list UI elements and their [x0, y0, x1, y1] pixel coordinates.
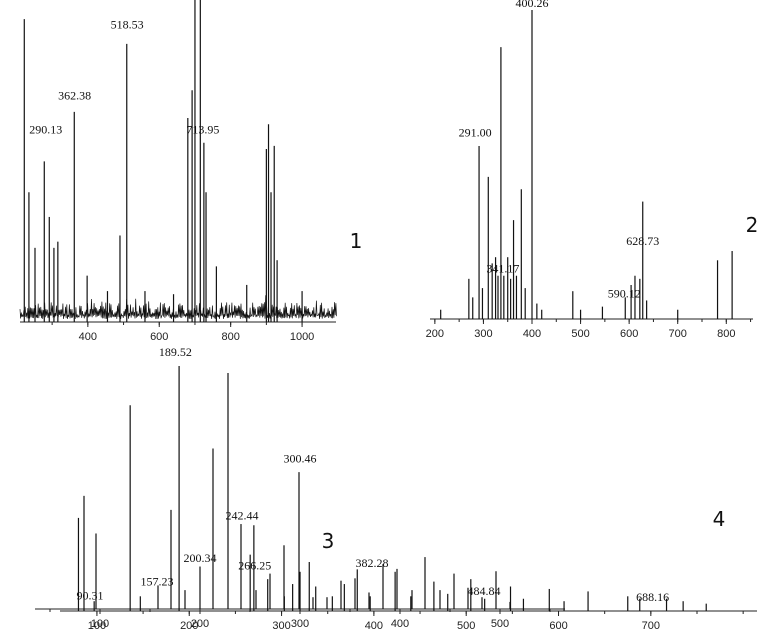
peak-label: 189.52: [159, 345, 192, 359]
spectrum-panel-1: 400 600 800 1000 290.13 362.38 518.53 713.95 1: [19, 0, 363, 343]
x-tick-label: 400: [365, 620, 383, 632]
x-tick-label: 500: [457, 620, 475, 632]
peak-label: 300.46: [284, 452, 317, 466]
x-tick-label: 700: [642, 620, 660, 632]
x-tick-label: 600: [150, 331, 168, 343]
x-tick-label: 800: [717, 328, 735, 340]
peak-label: 362.38: [58, 89, 91, 103]
peak-label: 242.44: [226, 508, 259, 522]
peak-label: 157.23: [141, 574, 174, 588]
x-tick-label: 400: [391, 618, 409, 630]
peak-label: 400.26: [516, 0, 549, 10]
x-tick-label: 800: [221, 331, 239, 343]
panel-number-label: 2: [746, 213, 759, 237]
x-tick-label: 400: [523, 328, 541, 340]
peak-label: 291.00: [459, 126, 492, 140]
peak-label: 688.16: [636, 590, 669, 604]
peak-label: 484.84: [468, 584, 501, 598]
x-tick-label: 300: [272, 620, 290, 632]
x-tick-label: 600: [620, 328, 638, 340]
x-tick-label: 500: [571, 328, 589, 340]
x-tick-label: 200: [180, 620, 198, 632]
x-tick-label: 700: [669, 328, 687, 340]
peak-label: 200.34: [184, 551, 217, 565]
x-tick-label: 1000: [290, 331, 314, 343]
panel-number-label: 4: [713, 507, 726, 531]
peak-label: 266.25: [238, 558, 271, 572]
spectrum-panel-4: 100 200 300 400 500 600 700 189.52 266.25 382.28 6…: [60, 345, 757, 632]
x-tick-label: 100: [88, 620, 106, 632]
x-tick-label: 600: [549, 620, 567, 632]
peak-label: 628.73: [626, 234, 659, 248]
x-tick-label: 300: [291, 618, 309, 630]
x-tick-label: 300: [474, 328, 492, 340]
panel-number-label: 1: [350, 229, 363, 253]
peak-label: 290.13: [29, 123, 62, 137]
peak-label: 713.95: [186, 123, 219, 137]
panel-number-label: 3: [322, 529, 335, 553]
x-tick-label: 200: [191, 618, 209, 630]
x-tick-label: 500: [491, 618, 509, 630]
x-tick-label: 400: [79, 331, 97, 343]
x-tick-label: 200: [426, 328, 444, 340]
peak-label: 590.12: [608, 286, 641, 300]
peak-label: 382.28: [356, 556, 389, 570]
peak-label: 90.31: [77, 589, 104, 603]
x-tick-label: 100: [91, 618, 109, 630]
peak-label: 518.53: [111, 17, 144, 31]
spectrum-panel-2: 200 300 400 500 600 700 800 291.00 341.17 400.26 5…: [426, 0, 759, 340]
peak-label: 341.17: [486, 262, 519, 276]
baseline-noise: [19, 295, 337, 320]
